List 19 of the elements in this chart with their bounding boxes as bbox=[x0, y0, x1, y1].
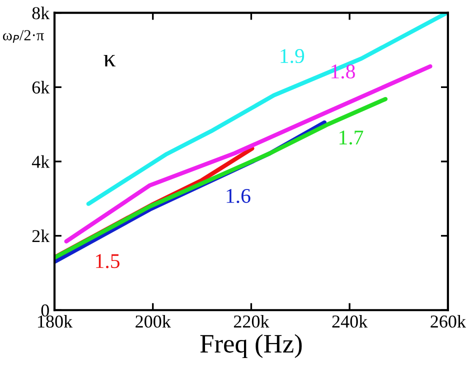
series-label: 1.6 bbox=[226, 188, 250, 204]
series-label: 1.8 bbox=[332, 64, 355, 79]
x-tick-label: 260k bbox=[430, 314, 466, 328]
x-tick-label: 240k bbox=[332, 314, 368, 328]
y-tick-label: 0 bbox=[41, 304, 49, 317]
y-tick-label: 8k bbox=[32, 6, 50, 20]
series-label: 1.7 bbox=[340, 130, 364, 145]
x-tick-label: 200k bbox=[136, 314, 171, 328]
y-tick-label: 4k bbox=[32, 155, 50, 168]
series-label: 1.5 bbox=[96, 254, 120, 268]
line-series bbox=[86, 12, 448, 206]
annotation: κ bbox=[104, 54, 116, 66]
y-tick-label: 2k bbox=[32, 230, 50, 242]
y-tick-label: 6k bbox=[32, 80, 50, 94]
x-tick-label: 220k bbox=[234, 314, 270, 328]
x-tick-label: 180k bbox=[38, 314, 73, 328]
y-axis-title: ω$_{P}$/2·π bbox=[2, 30, 44, 43]
x-axis-title: Freq (Hz) bbox=[200, 334, 302, 358]
series-label: 1.9 bbox=[280, 49, 304, 64]
